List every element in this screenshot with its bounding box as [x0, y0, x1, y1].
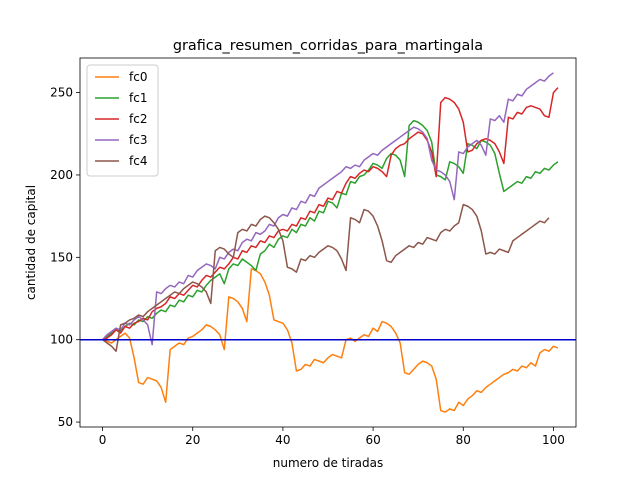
x-tick-label: 0 — [99, 433, 107, 447]
y-tick-label: 100 — [50, 333, 73, 347]
legend-label-fc2: fc2 — [129, 112, 147, 126]
legend-label-fc3: fc3 — [129, 133, 147, 147]
legend-label-fc0: fc0 — [129, 70, 147, 84]
legend-box — [86, 64, 159, 177]
series-line-fc2 — [102, 87, 559, 341]
x-tick-label: 80 — [456, 433, 471, 447]
series-layer — [101, 72, 559, 413]
y-tick-label: 200 — [50, 168, 73, 182]
x-tick-label: 20 — [185, 433, 200, 447]
legend: fc0 fc1 fc2 fc3 fc4 — [86, 64, 159, 177]
series-line-fc0 — [102, 268, 559, 413]
y-tick-label: 150 — [50, 250, 73, 264]
chart-title: grafica_resumen_corridas_para_martingala — [173, 38, 483, 54]
legend-label-fc1: fc1 — [129, 91, 147, 105]
axis-ticks: 0 20 40 60 80 100 50 100 150 200 250 — [50, 86, 565, 447]
plot-frame — [79, 57, 577, 428]
y-tick-label: 50 — [58, 415, 73, 429]
series-line-fc4 — [102, 203, 550, 352]
y-axis-label: cantidad de capital — [24, 185, 38, 300]
x-tick-label: 100 — [542, 433, 565, 447]
x-tick-label: 60 — [365, 433, 380, 447]
legend-label-fc4: fc4 — [129, 154, 147, 168]
x-tick-label: 40 — [275, 433, 290, 447]
x-axis-label: numero de tiradas — [273, 456, 383, 470]
y-tick-label: 250 — [50, 86, 73, 100]
series-line-fc3 — [101, 72, 554, 346]
